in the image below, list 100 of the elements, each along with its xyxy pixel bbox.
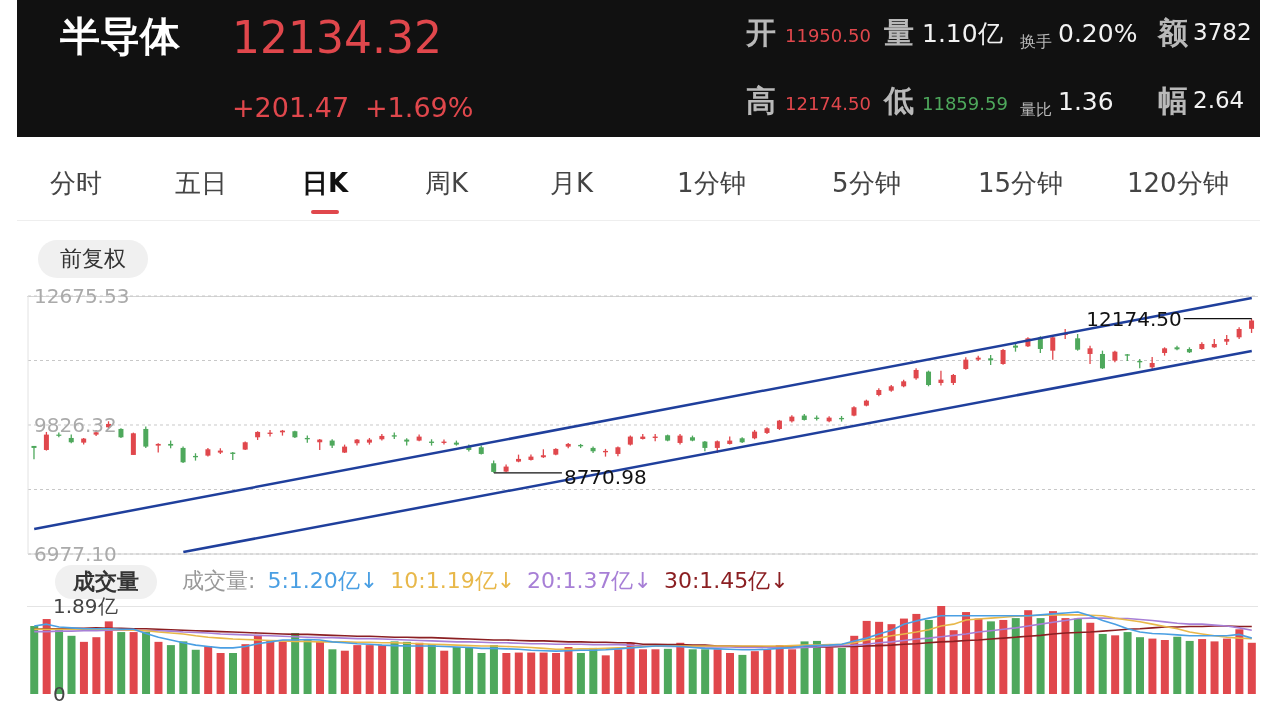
bar [92,637,101,694]
bar [576,653,585,694]
text: 0.20% [1058,19,1138,48]
bar [204,646,213,694]
bar [465,647,474,694]
bar [1049,611,1058,694]
bar [949,630,958,694]
bar [1222,638,1231,694]
bar [614,649,623,694]
bar [837,647,846,694]
bar [154,641,163,694]
text: 1分钟 [677,168,746,198]
bar [962,612,971,694]
bar [378,645,387,694]
bar [1160,639,1169,694]
text: 1.36 [1058,87,1114,116]
bar [129,632,138,694]
bar [974,618,983,694]
text: 月K [550,168,594,198]
bar [1098,633,1107,694]
bar [253,634,262,694]
bar [1210,641,1219,694]
text: 开 [746,15,776,50]
bar [67,635,76,694]
bar [1061,618,1070,694]
bar [1123,632,1132,694]
bar [725,653,734,694]
bar [179,641,188,694]
bar [862,620,871,694]
bar [651,649,660,694]
bar [1024,610,1033,694]
bar [539,652,548,694]
text: 10:1.19亿↓ [390,568,516,594]
bar [216,653,225,694]
bar [527,652,536,694]
text: 周K [425,168,469,198]
bar [912,613,921,694]
bar [999,619,1008,694]
bar [899,618,908,694]
candlestick [1099,350,1105,370]
text: 3782 [1193,19,1252,45]
text: 幅 [1158,83,1188,118]
text: 12174.50 [785,93,871,114]
text: 5:1.20亿↓ [267,568,379,594]
text: 1.10亿 [922,19,1003,48]
bar [514,652,523,694]
text: 15分钟 [978,168,1064,198]
bar [663,648,672,694]
bar [986,621,995,694]
bar [489,645,498,694]
bar [79,641,88,694]
bar [1247,642,1256,694]
bar [1011,618,1020,694]
bar [1235,629,1244,694]
annotation: 8770.98 [563,464,647,489]
bar [800,641,809,694]
bar [812,640,821,694]
bar [117,632,126,694]
legend-title: 成交量: [182,568,256,594]
bar [1036,618,1045,694]
y-tick-label: 9826.32 [34,413,117,437]
bar [427,644,436,694]
bar [477,653,486,694]
text: 量比 [1020,100,1052,119]
candlestick [143,425,149,449]
bar [365,645,374,694]
y-tick-label: 12675.53 [34,284,130,308]
text: 11859.59 [922,93,1008,114]
y-tick-label: 6977.10 [34,542,117,566]
bar [564,646,573,694]
bar [291,633,300,694]
bar [390,641,399,694]
bar [142,632,151,694]
text: 量 [884,15,914,50]
text: 高 [746,83,776,118]
text: 换手 [1020,32,1052,51]
text: 额 [1158,15,1188,50]
bar [552,653,561,694]
candlestick [1087,345,1093,365]
bar [1086,622,1095,694]
text: 5分钟 [832,168,901,198]
bar [1148,638,1157,694]
bar [340,650,349,694]
bar [1111,635,1120,694]
bar [639,649,648,694]
bar [328,649,337,694]
text: 低 [884,83,914,118]
bar [924,619,933,694]
text: 日K [302,168,349,200]
text: +1.69% [365,92,474,123]
bar [241,644,250,694]
text: +201.47 [232,92,350,123]
bar [738,654,747,694]
bar [415,642,424,694]
bar [875,621,884,694]
bar [763,649,772,694]
bar [788,649,797,694]
bar [825,647,834,694]
text: 半导体 [60,13,180,59]
bar [166,645,175,694]
